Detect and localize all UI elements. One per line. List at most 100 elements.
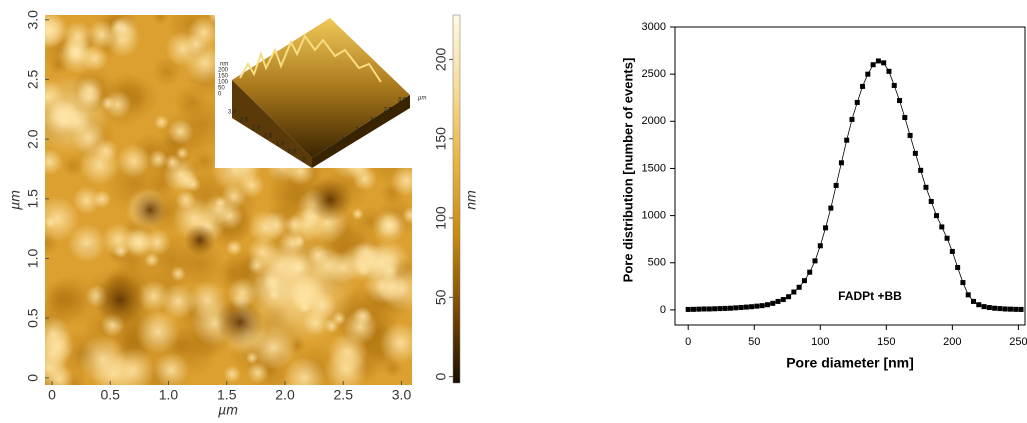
data-point <box>802 278 807 283</box>
texture <box>117 144 151 178</box>
y-tick-label: 0 <box>660 304 666 316</box>
colorbar-tick-label: 150 <box>433 127 449 151</box>
data-point <box>717 306 722 311</box>
x-axis-title: µm <box>218 402 238 418</box>
annotation: FADPt +BB <box>838 289 902 303</box>
data-point <box>976 302 981 307</box>
data-point <box>871 62 876 67</box>
y-axis-title: µm <box>7 190 23 210</box>
texture <box>226 239 243 256</box>
texture <box>176 169 198 191</box>
data-point <box>791 289 796 294</box>
texture <box>152 8 168 24</box>
data-point <box>728 306 733 311</box>
texture <box>246 351 259 364</box>
data-point <box>1008 307 1013 312</box>
data-point <box>902 115 907 120</box>
y-tick-label: 1500 <box>642 162 666 174</box>
texture <box>160 283 196 319</box>
colorbar-title: nm <box>463 190 479 210</box>
data-point <box>818 243 823 248</box>
x-tick-label: 0 <box>48 387 56 403</box>
y-tick-label: 500 <box>648 257 666 269</box>
data-point <box>844 138 849 143</box>
data-point <box>807 270 812 275</box>
texture <box>62 37 89 64</box>
texture <box>379 322 420 363</box>
data-point <box>707 306 712 311</box>
data-point <box>733 305 738 310</box>
texture <box>203 194 234 225</box>
data-point <box>839 160 844 165</box>
data-point <box>1013 307 1018 312</box>
texture <box>154 115 169 130</box>
y-tick-label: 1000 <box>642 210 666 222</box>
inset-tick: 0.5 <box>288 150 297 156</box>
data-point <box>828 206 833 211</box>
data-point <box>876 58 881 63</box>
data-point <box>913 151 918 156</box>
data-point <box>691 307 696 312</box>
data-point <box>908 133 913 138</box>
data-point <box>1003 306 1008 311</box>
texture <box>46 284 76 314</box>
inset-tick: 2.0 <box>370 118 379 124</box>
data-point <box>992 306 997 311</box>
texture <box>171 266 186 281</box>
data-point <box>797 285 802 290</box>
data-point <box>923 185 928 190</box>
y-tick-label: 2500 <box>642 68 666 80</box>
y-tick-label: 3.0 <box>25 10 41 30</box>
inset-tick: 1.5 <box>264 134 273 140</box>
inset-tick: 1.5 <box>356 128 365 134</box>
x-tick-label: 150 <box>877 336 895 348</box>
series-line <box>688 61 1021 309</box>
texture <box>153 352 189 388</box>
texture <box>223 365 241 383</box>
inset-tick: 2.5 <box>240 118 249 124</box>
x-tick-label: 1.5 <box>217 387 237 403</box>
colorbar-tick-label: 200 <box>433 48 449 72</box>
data-point <box>686 307 691 312</box>
texture <box>352 208 364 220</box>
data-point <box>939 224 944 229</box>
texture <box>113 243 128 258</box>
inset-label: µm <box>418 96 426 102</box>
data-point <box>754 304 759 309</box>
data-point <box>897 98 902 103</box>
texture <box>368 239 410 281</box>
texture <box>149 150 168 169</box>
data-point <box>966 292 971 297</box>
texture <box>30 75 110 155</box>
texture <box>184 224 216 256</box>
data-point <box>739 305 744 310</box>
data-point <box>865 72 870 77</box>
texture <box>372 209 406 243</box>
y-tick-label: 1.5 <box>25 189 41 209</box>
y-tick-label: 1.0 <box>25 249 41 269</box>
y-tick-label: 0.5 <box>25 308 41 328</box>
y-tick-label: 3000 <box>642 21 666 33</box>
texture <box>144 252 159 267</box>
data-point <box>997 306 1002 311</box>
texture <box>402 207 419 224</box>
inset-tick: 2.0 <box>252 126 261 132</box>
texture <box>40 329 74 363</box>
data-point <box>723 306 728 311</box>
data-point <box>770 301 775 306</box>
x-axis-title: Pore diameter [nm] <box>786 355 914 371</box>
data-point <box>855 100 860 105</box>
inset-tick: 0.5 <box>328 148 337 154</box>
texture <box>168 119 194 145</box>
x-tick-label: 2.0 <box>275 387 295 403</box>
data-point <box>776 299 781 304</box>
plot-frame <box>675 27 1025 325</box>
texture <box>176 147 189 160</box>
x-tick-label: 0 <box>685 336 691 348</box>
x-tick-label: 0.5 <box>101 387 121 403</box>
data-point <box>834 183 839 188</box>
data-point <box>955 265 960 270</box>
data-point <box>950 249 955 254</box>
data-point <box>945 236 950 241</box>
data-point <box>1019 307 1024 312</box>
